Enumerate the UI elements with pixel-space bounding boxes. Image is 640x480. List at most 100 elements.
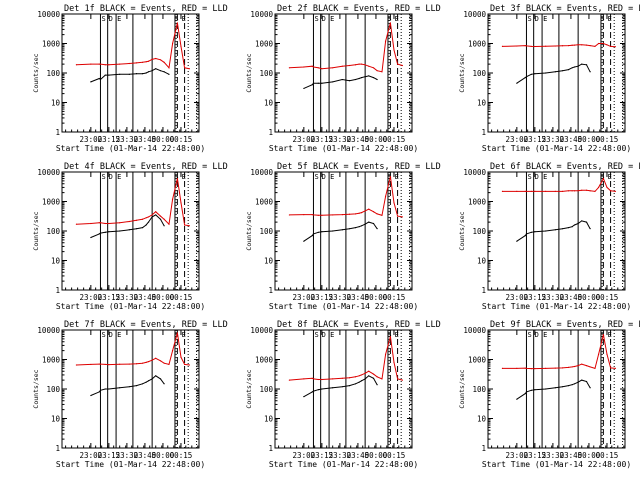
marker-letter: E <box>608 173 612 181</box>
series-events-point <box>530 73 532 75</box>
series-lld-point <box>321 378 323 381</box>
series-lld-point <box>147 60 150 62</box>
series-lld-point <box>594 190 596 192</box>
series-lld-point <box>614 190 616 192</box>
series-events-point <box>147 380 150 382</box>
series-lld-point <box>180 45 182 47</box>
series-lld-point <box>180 202 182 204</box>
marker-letter: D <box>535 331 539 339</box>
series-lld-point <box>180 356 182 358</box>
series-lld-point <box>288 214 291 216</box>
series-events-point <box>589 71 591 73</box>
series-events-point <box>571 67 573 69</box>
series-events-point <box>577 222 579 225</box>
series-lld-point <box>159 59 162 61</box>
series-events-point <box>119 230 121 232</box>
series-lld-point <box>90 222 92 225</box>
series-lld-point <box>577 44 579 46</box>
series-events-point <box>303 87 305 90</box>
series-lld-point <box>545 45 547 47</box>
series-lld-point <box>183 224 186 226</box>
series-lld-point <box>176 22 178 24</box>
series-lld-point <box>364 372 366 374</box>
series-lld-point <box>135 363 138 365</box>
series-events-point <box>524 76 526 79</box>
x-tick-label: 23:15 <box>311 451 334 460</box>
panel-title: Det 9f BLACK = Events, RED = LLD <box>490 320 640 330</box>
series-events-point <box>348 80 351 82</box>
series-lld-point <box>171 350 174 352</box>
series-lld-point <box>303 66 305 68</box>
y-axis-label: Counts/sec <box>32 211 40 250</box>
series-lld-point <box>171 198 174 200</box>
y-tick-label: 100 <box>259 385 273 394</box>
series-events-point <box>376 78 378 81</box>
y-tick-label: 1000 <box>468 198 487 207</box>
series-lld-point <box>159 215 162 217</box>
x-tick-label: 23:15 <box>98 451 121 460</box>
series-events-point <box>151 70 153 72</box>
y-tick-label: 10 <box>51 257 61 266</box>
x-tick-label: 23:15 <box>311 135 334 144</box>
series-lld-point <box>303 213 305 216</box>
series-events-point <box>567 385 570 387</box>
marker-letter: E <box>543 331 547 339</box>
series-events-point <box>108 388 110 390</box>
series-lld-point <box>567 366 570 368</box>
series-events-point <box>90 394 92 397</box>
series-lld-point <box>524 190 526 192</box>
series-lld-point <box>151 359 153 361</box>
series-events-point <box>581 220 583 222</box>
series-lld-point <box>393 361 395 363</box>
x-axis-label: Start Time (01-Mar-14 22:48:00) <box>269 144 418 153</box>
series-lld-point <box>530 368 532 370</box>
x-axis-label: Start Time (01-Mar-14 22:48:00) <box>482 144 631 153</box>
detector-panel-7f: Det 7f BLACK = Events, RED = LLD 1 10 100 10… <box>32 320 228 469</box>
marker-letter: S <box>174 15 178 23</box>
marker-letter: D <box>535 15 539 23</box>
series-lld-point <box>151 58 153 60</box>
y-tick-label: 10000 <box>37 326 60 335</box>
series-lld-point <box>128 220 130 223</box>
series-lld-point <box>393 202 395 204</box>
y-tick-label: 1 <box>55 128 60 137</box>
marker-letter: E <box>182 15 186 23</box>
series-events-point <box>554 387 556 389</box>
series-lld-point <box>141 218 144 220</box>
series-lld-point <box>525 45 528 47</box>
panel-title: Det 5f BLACK = Events, RED = LLD <box>277 162 441 172</box>
marker-letter: S <box>387 15 391 23</box>
series-events-point <box>147 221 150 223</box>
y-axis-label: Counts/sec <box>458 369 466 408</box>
marker-letter: D <box>322 15 326 23</box>
series-events-point <box>341 386 343 388</box>
y-tick-label: 10 <box>264 415 274 424</box>
series-lld-point <box>372 67 375 69</box>
series-events-point <box>332 230 334 232</box>
series-lld-point <box>384 195 387 197</box>
series-lld-point <box>381 71 383 73</box>
series-events-point <box>135 228 138 230</box>
series-lld-point <box>155 357 157 359</box>
series-lld-point <box>589 190 591 192</box>
x-tick-label: 23:45 <box>347 451 370 460</box>
series-events-point <box>589 228 591 230</box>
series-lld-line <box>289 176 403 218</box>
series-events-point <box>545 72 547 74</box>
y-axis-label: Counts/sec <box>458 211 466 250</box>
y-tick-label: 1 <box>55 286 60 295</box>
marker-letter: E <box>395 331 399 339</box>
series-events-point <box>571 384 573 386</box>
series-lld-point <box>602 333 604 336</box>
plot-frame <box>61 329 200 449</box>
series-events-line <box>90 214 165 238</box>
x-tick-label: 23:00 <box>80 451 103 460</box>
series-lld-point <box>581 363 583 365</box>
series-lld-point <box>376 70 378 72</box>
series-lld-point <box>524 367 526 369</box>
marker-letter: E <box>395 15 399 23</box>
series-lld-point <box>372 373 375 375</box>
y-tick-label: 1000 <box>42 40 61 49</box>
series-events-point <box>581 379 583 381</box>
